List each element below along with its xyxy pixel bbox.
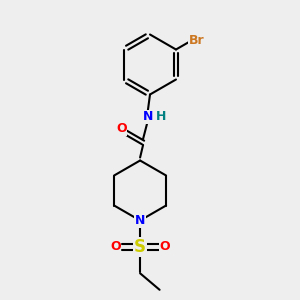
Text: Br: Br xyxy=(189,34,205,47)
Text: H: H xyxy=(156,110,166,124)
Text: O: O xyxy=(159,240,170,254)
Text: N: N xyxy=(142,110,153,124)
Text: N: N xyxy=(135,214,145,227)
Text: S: S xyxy=(134,238,146,256)
Text: O: O xyxy=(110,240,121,254)
Text: O: O xyxy=(116,122,127,136)
